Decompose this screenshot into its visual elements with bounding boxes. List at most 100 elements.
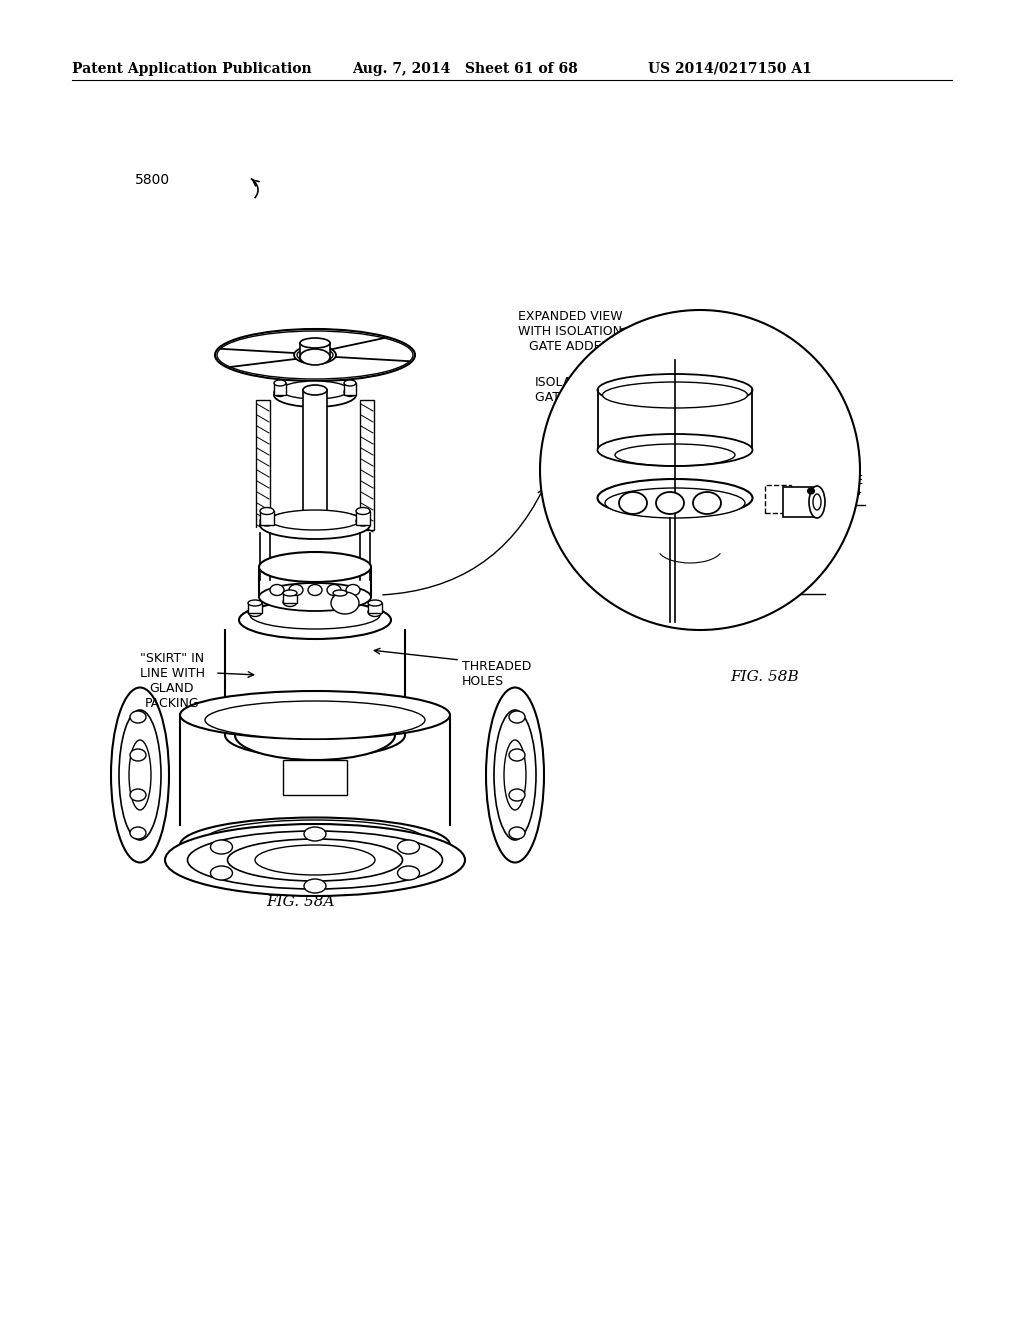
Ellipse shape <box>165 824 465 896</box>
Ellipse shape <box>397 866 420 880</box>
Text: "SKIRT" IN
LINE WITH
GLAND
PACKING: "SKIRT" IN LINE WITH GLAND PACKING <box>139 652 205 710</box>
Bar <box>283 760 347 795</box>
Ellipse shape <box>300 338 330 348</box>
Ellipse shape <box>283 590 297 597</box>
Bar <box>274 383 286 395</box>
Ellipse shape <box>509 789 525 801</box>
Ellipse shape <box>602 381 748 408</box>
Ellipse shape <box>368 607 382 616</box>
Ellipse shape <box>259 583 371 611</box>
Ellipse shape <box>180 690 450 739</box>
Ellipse shape <box>504 741 526 810</box>
Ellipse shape <box>397 840 420 854</box>
Bar <box>368 603 382 612</box>
Ellipse shape <box>211 866 232 880</box>
Ellipse shape <box>597 479 753 517</box>
Ellipse shape <box>368 601 382 606</box>
Ellipse shape <box>344 380 356 385</box>
Ellipse shape <box>283 598 297 606</box>
Ellipse shape <box>225 713 406 758</box>
Ellipse shape <box>356 507 370 515</box>
Bar <box>783 487 817 517</box>
Ellipse shape <box>597 434 753 466</box>
Ellipse shape <box>281 381 349 399</box>
Ellipse shape <box>304 879 326 894</box>
Ellipse shape <box>808 488 814 494</box>
Ellipse shape <box>130 789 146 801</box>
Ellipse shape <box>809 486 825 517</box>
Text: US 2014/0217150 A1: US 2014/0217150 A1 <box>648 62 812 77</box>
Ellipse shape <box>618 492 647 513</box>
Text: FIG. 58B: FIG. 58B <box>731 671 800 684</box>
Bar <box>283 593 297 603</box>
Text: 5800: 5800 <box>135 173 170 187</box>
Text: ISOLATION
GATE: ISOLATION GATE <box>535 376 602 404</box>
Ellipse shape <box>308 585 322 595</box>
Ellipse shape <box>300 348 330 366</box>
Ellipse shape <box>693 492 721 513</box>
Bar <box>333 593 347 603</box>
Ellipse shape <box>509 748 525 762</box>
Ellipse shape <box>274 383 356 407</box>
Ellipse shape <box>215 329 415 381</box>
Ellipse shape <box>255 845 375 875</box>
Ellipse shape <box>333 590 347 597</box>
Ellipse shape <box>270 585 284 595</box>
Bar <box>256 400 270 531</box>
Ellipse shape <box>333 598 347 606</box>
Ellipse shape <box>205 701 425 739</box>
Ellipse shape <box>304 828 326 841</box>
Ellipse shape <box>331 591 359 614</box>
Text: Aug. 7, 2014   Sheet 61 of 68: Aug. 7, 2014 Sheet 61 of 68 <box>352 62 578 77</box>
Ellipse shape <box>259 552 371 582</box>
Ellipse shape <box>274 380 286 385</box>
Ellipse shape <box>494 710 536 840</box>
Text: EXPANDED VIEW
WITH ISOLATION
GATE ADDED: EXPANDED VIEW WITH ISOLATION GATE ADDED <box>518 310 623 352</box>
Bar <box>360 400 374 531</box>
Ellipse shape <box>130 748 146 762</box>
Ellipse shape <box>130 828 146 840</box>
Ellipse shape <box>248 601 262 606</box>
Ellipse shape <box>234 710 395 760</box>
Ellipse shape <box>813 494 821 510</box>
Ellipse shape <box>274 388 286 396</box>
Ellipse shape <box>260 516 274 525</box>
Ellipse shape <box>227 840 402 880</box>
Text: 5802: 5802 <box>780 576 812 587</box>
Ellipse shape <box>119 710 161 840</box>
Text: THREADED
HOLES: THREADED HOLES <box>462 660 531 688</box>
Ellipse shape <box>289 585 303 595</box>
Bar <box>356 511 370 525</box>
Ellipse shape <box>111 688 169 862</box>
Ellipse shape <box>294 346 336 364</box>
Ellipse shape <box>130 711 146 723</box>
Bar <box>765 484 791 513</box>
Bar <box>300 343 330 360</box>
Ellipse shape <box>297 348 333 362</box>
Text: SKIRT: SKIRT <box>780 564 815 577</box>
Ellipse shape <box>205 820 425 861</box>
Ellipse shape <box>509 711 525 723</box>
Ellipse shape <box>270 510 360 531</box>
Ellipse shape <box>211 840 232 854</box>
Ellipse shape <box>260 507 274 515</box>
Ellipse shape <box>656 492 684 513</box>
Ellipse shape <box>327 585 341 595</box>
Ellipse shape <box>260 511 370 539</box>
Ellipse shape <box>597 374 753 407</box>
Ellipse shape <box>303 385 327 395</box>
Ellipse shape <box>248 607 262 616</box>
Ellipse shape <box>605 488 745 517</box>
Ellipse shape <box>129 741 151 810</box>
Ellipse shape <box>509 828 525 840</box>
Bar <box>303 389 327 531</box>
Text: FIG. 58A: FIG. 58A <box>266 895 334 909</box>
Ellipse shape <box>217 331 413 379</box>
Text: Patent Application Publication: Patent Application Publication <box>72 62 311 77</box>
Text: 5804: 5804 <box>830 484 862 498</box>
Ellipse shape <box>239 601 391 639</box>
Bar <box>248 603 262 612</box>
Ellipse shape <box>303 525 327 535</box>
Ellipse shape <box>180 817 450 873</box>
Ellipse shape <box>346 585 360 595</box>
